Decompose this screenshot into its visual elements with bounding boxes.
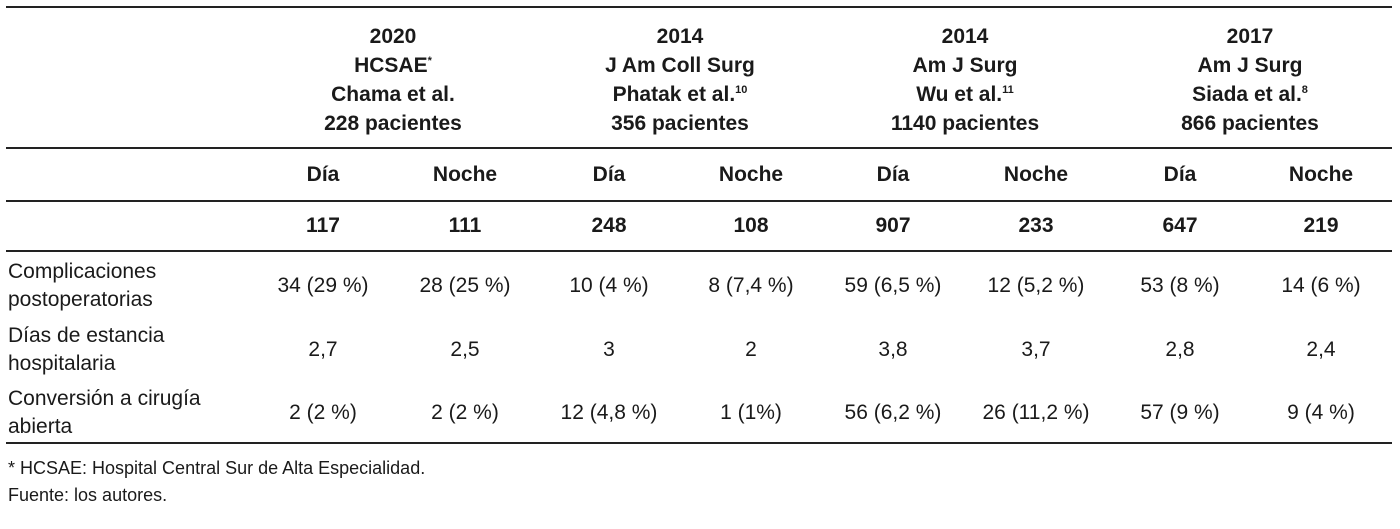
study-authors: Wu et al. <box>916 83 1003 106</box>
row-label-line: postoperatorias <box>8 288 153 311</box>
row-label-line: Complicaciones <box>8 260 157 283</box>
table-cell: 2,5 <box>450 338 480 361</box>
row-label-complications: Complicaciones postoperatorias <box>8 258 156 314</box>
reference-number: 10 <box>735 84 748 96</box>
study-journal: Am J Surg <box>912 54 1018 77</box>
count-cell: 907 <box>875 214 911 237</box>
table-cell: 3 <box>603 338 615 361</box>
study-year: 2017 <box>1226 25 1274 48</box>
table-cell: 2 <box>745 338 757 361</box>
footnote-abbreviation: * HCSAE: Hospital Central Sur de Alta Es… <box>8 458 426 478</box>
row-label-line: Conversión a cirugía <box>8 387 201 410</box>
study-header-2: 2014 J Am Coll Surg Phatak et al.10 356 … <box>570 22 790 138</box>
subheader-rule <box>6 200 1392 202</box>
count-cell: 111 <box>448 214 482 237</box>
row-label-line: hospitalaria <box>8 352 116 375</box>
table-cell: 12 (4,8 %) <box>560 401 658 424</box>
study-year: 2014 <box>656 25 704 48</box>
study-journal: J Am Coll Surg <box>605 54 755 77</box>
subheader-noche: Noche <box>718 163 784 186</box>
table-cell: 2 (2 %) <box>431 401 499 424</box>
row-label-conversion: Conversión a cirugía abierta <box>8 385 201 441</box>
table-cell: 2 (2 %) <box>289 401 357 424</box>
study-header-4: 2017 Am J Surg Siada et al.8 866 pacient… <box>1150 22 1350 138</box>
table-cell: 14 (6 %) <box>1281 274 1361 297</box>
table-cell: 56 (6,2 %) <box>844 401 942 424</box>
table-cell: 26 (11,2 %) <box>982 401 1090 424</box>
count-cell: 117 <box>306 214 340 237</box>
table-top-rule <box>6 6 1392 8</box>
journal-footnote-mark: * <box>427 55 432 67</box>
subheader-noche: Noche <box>1288 163 1354 186</box>
count-cell: 647 <box>1162 214 1198 237</box>
table-cell: 1 (1%) <box>720 401 782 424</box>
study-journal: HCSAE <box>354 54 428 77</box>
row-label-line: Días de estancia <box>8 324 165 347</box>
subheader-dia: Día <box>1163 163 1197 186</box>
row-label-line: abierta <box>8 415 73 438</box>
table-cell: 8 (7,4 %) <box>708 274 794 297</box>
study-patients: 228 pacientes <box>324 112 462 135</box>
count-cell: 233 <box>1018 214 1054 237</box>
table-cell: 28 (25 %) <box>419 274 511 297</box>
table-cell: 3,7 <box>1021 338 1051 361</box>
count-cell: 219 <box>1303 214 1339 237</box>
subheader-dia: Día <box>306 163 340 186</box>
study-authors: Phatak et al. <box>612 83 736 106</box>
row-label-hospital-stay: Días de estancia hospitalaria <box>8 322 164 378</box>
study-authors: Siada et al. <box>1192 83 1302 106</box>
table-cell: 34 (29 %) <box>277 274 369 297</box>
counts-rule <box>6 250 1392 252</box>
study-patients: 866 pacientes <box>1181 112 1319 135</box>
table-cell: 53 (8 %) <box>1140 274 1220 297</box>
table-cell: 12 (5,2 %) <box>987 274 1085 297</box>
study-header-1: 2020 HCSAE* Chama et al. 228 pacientes <box>293 22 493 138</box>
study-authors: Chama et al. <box>331 83 455 106</box>
study-year: 2020 <box>369 25 417 48</box>
study-year: 2014 <box>941 25 989 48</box>
study-journal: Am J Surg <box>1197 54 1303 77</box>
table-cell: 2,4 <box>1306 338 1336 361</box>
subheader-dia: Día <box>876 163 910 186</box>
table-cell: 9 (4 %) <box>1287 401 1355 424</box>
header-rule <box>6 147 1392 149</box>
reference-number: 11 <box>1002 84 1014 96</box>
table-cell: 2,8 <box>1165 338 1195 361</box>
table-cell: 3,8 <box>878 338 908 361</box>
subheader-noche: Noche <box>1003 163 1069 186</box>
study-header-3: 2014 Am J Surg Wu et al.11 1140 paciente… <box>865 22 1065 138</box>
study-patients: 1140 pacientes <box>890 112 1040 135</box>
study-patients: 356 pacientes <box>611 112 749 135</box>
table-cell: 10 (4 %) <box>569 274 649 297</box>
table-bottom-rule <box>6 442 1392 444</box>
table-cell: 57 (9 %) <box>1140 401 1220 424</box>
reference-number: 8 <box>1301 84 1308 96</box>
footnote-source: Fuente: los autores. <box>8 485 168 505</box>
subheader-dia: Día <box>592 163 626 186</box>
table-cell: 2,7 <box>308 338 338 361</box>
subheader-noche: Noche <box>432 163 498 186</box>
table-cell: 59 (6,5 %) <box>844 274 942 297</box>
count-cell: 108 <box>733 214 769 237</box>
count-cell: 248 <box>591 214 627 237</box>
